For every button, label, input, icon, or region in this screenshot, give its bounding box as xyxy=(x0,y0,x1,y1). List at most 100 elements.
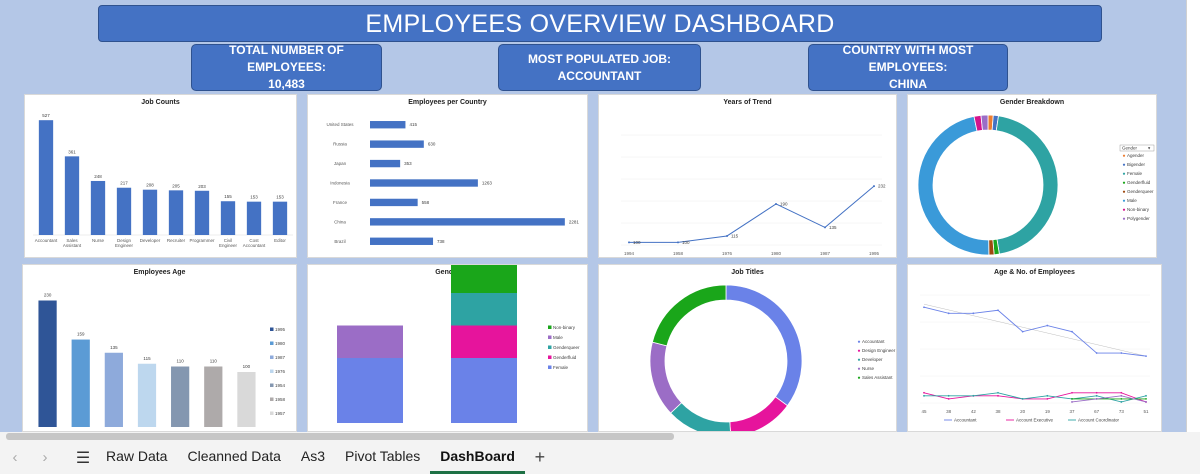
data-label-5: 232 xyxy=(878,184,886,189)
chart-title: Age & No. of Employees xyxy=(994,269,1075,276)
stack-segment-0-0 xyxy=(337,358,403,423)
data-label-1: 100 xyxy=(682,240,690,245)
tab-pivot-tables[interactable]: Pivot Tables xyxy=(345,448,421,464)
sheet-tab-bar: ‹ › ☰ Raw Data Cleanned Data As3 Pivot T… xyxy=(0,441,1200,474)
series-2-point-8 xyxy=(1120,401,1123,403)
legend-entry-6: Non-binary xyxy=(1127,207,1150,212)
series-line-2 xyxy=(924,392,1147,403)
series-line-4 xyxy=(1071,395,1147,403)
legend-entry-2: 1987 xyxy=(275,355,286,360)
series-0-point-6 xyxy=(1071,330,1073,333)
chart-title: Gender xyxy=(435,269,460,276)
chevron-right-icon[interactable]: › xyxy=(42,449,48,466)
data-label-6: 738 xyxy=(437,239,445,244)
legend-marker-5 xyxy=(1122,199,1126,202)
tick-label-5: 19 xyxy=(1045,409,1051,414)
series-0-point-7 xyxy=(1095,352,1098,354)
pie-slice-4 xyxy=(651,284,727,347)
bar-0 xyxy=(38,120,54,235)
data-label-5: 2281 xyxy=(569,219,580,224)
plus-icon[interactable]: + xyxy=(534,447,546,467)
legend-marker-3 xyxy=(857,367,861,370)
tick-label-2: Japan xyxy=(334,161,347,166)
series-2-point-1 xyxy=(947,394,950,397)
legend-entry-2: Genderqueer xyxy=(553,345,580,350)
tab-as3[interactable]: As3 xyxy=(300,448,325,464)
series-0-point-8 xyxy=(1120,352,1123,354)
tab-cleanned-data[interactable]: Cleanned Data xyxy=(187,448,281,464)
dashboard-canvas: EMPLOYEES OVERVIEW DASHBOARD TOTAL NUMBE… xyxy=(0,0,1200,432)
tick-label-3: 38 xyxy=(995,409,1001,414)
bar-2 xyxy=(90,180,106,235)
bar-0 xyxy=(370,121,406,129)
pie-slice-2 xyxy=(670,402,731,431)
job-titles-chart[interactable]: Job Titles Accountant Design Engineer Deve… xyxy=(598,264,897,432)
kpi-total-employees: TOTAL NUMBER OF EMPLOYEES: 10,483 xyxy=(191,43,382,91)
bar-9 xyxy=(272,201,288,235)
legend-entry-4: Female xyxy=(553,365,569,370)
tick-label-line2-8: Accountant xyxy=(243,243,266,248)
legend-marker-2 xyxy=(270,355,274,359)
series-2-point-7 xyxy=(1095,394,1098,397)
tick-label-3: Indonesia xyxy=(330,181,350,186)
data-label-2: 135 xyxy=(110,345,118,350)
legend-entry-0: Accountant xyxy=(954,418,977,423)
tick-label-0: United States xyxy=(326,122,354,127)
employees-age-chart[interactable]: Employees Age 230 159 135 115 110 110 100 1995 1… xyxy=(22,264,297,432)
legend-entry-2: Developer xyxy=(862,357,883,362)
legend-entry-5: 1958 xyxy=(275,397,286,402)
legend-entry-4: 1954 xyxy=(275,383,286,388)
data-label-9: 153 xyxy=(276,195,284,200)
trend-line xyxy=(629,185,875,243)
gender-stacked-chart[interactable]: Gender Non-binary Male Genderqueer Genderfl… xyxy=(307,264,588,432)
age-no-employees-chart[interactable]: Age & No. of Employees 45 38 42 38 20 19 37 67 7… xyxy=(907,264,1162,432)
series-0-point-2 xyxy=(972,312,975,315)
series-line-0 xyxy=(923,306,1147,357)
gender-breakdown-chart[interactable]: Gender Breakdown Gender ▾ Agender Bigender F… xyxy=(907,94,1157,258)
bar-2 xyxy=(104,352,123,427)
pie-slice-5 xyxy=(917,115,990,256)
kpi-value: ACCOUNTANT xyxy=(557,68,642,83)
series-3-point-6 xyxy=(1071,397,1073,400)
horizontal-scrollbar[interactable] xyxy=(0,432,1200,441)
years-of-trend-chart[interactable]: Years of Trend 100 1994 100 1958 115 1976 190 1… xyxy=(598,94,897,258)
job-counts-chart[interactable]: Job Counts 527 Accountant 361 Sales Assistan… xyxy=(24,94,297,258)
bar-6 xyxy=(237,372,256,427)
kpi-country-most-employees: COUNTRY WITH MOST EMPLOYEES: CHINA xyxy=(808,43,1008,91)
pie-slice-7 xyxy=(980,114,989,131)
data-label-1: 159 xyxy=(77,332,85,337)
scrollbar-thumb[interactable] xyxy=(6,433,674,440)
data-label-4: 135 xyxy=(829,225,837,230)
legend-marker-3 xyxy=(548,355,552,359)
tab-raw-data[interactable]: Raw Data xyxy=(106,448,168,464)
legend-entry-7: Polygender xyxy=(1127,216,1150,221)
hamburger-menu-icon[interactable]: ☰ xyxy=(75,449,91,467)
point-3 xyxy=(775,202,777,205)
legend-marker-4 xyxy=(857,376,861,379)
data-label-6: 203 xyxy=(198,184,206,189)
bar-5 xyxy=(370,218,565,226)
chart-title: Gender Breakdown xyxy=(999,99,1065,106)
bar-1 xyxy=(71,339,90,427)
data-label-7: 155 xyxy=(224,194,232,199)
employees-age-svg: 230 159 135 115 110 110 100 1995 1980 1987 1976 195… xyxy=(38,293,286,427)
bar-8 xyxy=(246,201,262,235)
series-0-point-1 xyxy=(947,312,950,315)
series-2-point-3 xyxy=(997,391,999,394)
series-1-point-5 xyxy=(1046,397,1049,400)
employees-per-country-chart[interactable]: Employees per Country United States 415 Ru… xyxy=(307,94,588,258)
data-label-5: 110 xyxy=(210,359,218,364)
legend-marker-6 xyxy=(270,411,274,415)
bar-3 xyxy=(116,187,132,235)
tab-dashboard[interactable]: DashBoard xyxy=(430,441,525,474)
bar-1 xyxy=(370,140,424,148)
legend-entry-3: 1976 xyxy=(275,369,286,374)
chevron-left-icon[interactable]: ‹ xyxy=(12,449,18,466)
kpi-value: 10,483 xyxy=(268,77,305,91)
point-0 xyxy=(628,241,630,244)
data-label-8: 153 xyxy=(250,195,258,200)
data-label-2: 353 xyxy=(404,161,412,166)
series-4-point-7 xyxy=(1095,397,1098,400)
series-2-point-2 xyxy=(972,394,975,397)
